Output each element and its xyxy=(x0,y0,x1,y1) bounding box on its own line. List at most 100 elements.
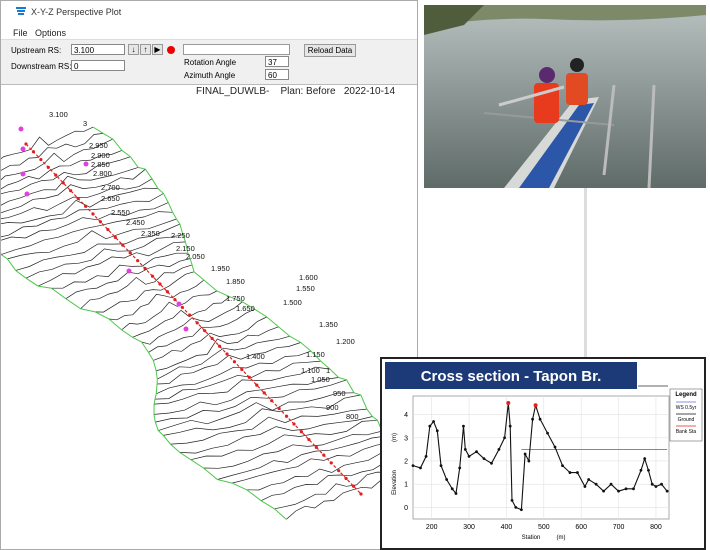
river-station-label: 1.750 xyxy=(226,294,245,303)
cross-section-line xyxy=(7,219,176,259)
ground-point xyxy=(451,487,454,490)
cross-section-line xyxy=(232,443,390,484)
ground-point xyxy=(625,487,628,490)
up-button[interactable]: ↑ xyxy=(140,44,151,55)
river-station-label: 2.800 xyxy=(93,169,112,178)
ground-point xyxy=(584,485,587,488)
menu-bar: File Options xyxy=(1,25,417,39)
ground-point xyxy=(647,469,650,472)
x-tick-label: 400 xyxy=(501,524,513,531)
y-tick-label: 2 xyxy=(404,458,408,465)
river-station-label: 1.500 xyxy=(283,298,302,307)
river-station-label: 1.050 xyxy=(311,375,330,384)
y-axis-unit: (m) xyxy=(392,433,398,442)
ground-point xyxy=(425,455,428,458)
upstream-select[interactable]: 3.100 xyxy=(71,44,125,55)
heading-part: Plan: Before xyxy=(280,86,335,97)
ground-point xyxy=(455,492,458,495)
menu-item[interactable]: Options xyxy=(35,28,66,38)
cross-section-line xyxy=(180,417,373,454)
toolbar: Upstream RS: 3.100 ↓ ↑ ▶ Downstream RS: … xyxy=(1,39,417,85)
reload-button[interactable]: Reload Data xyxy=(304,44,356,57)
x-tick-label: 700 xyxy=(613,524,625,531)
cross-section-line xyxy=(191,420,378,459)
marker xyxy=(19,127,24,132)
ground-point xyxy=(464,448,467,451)
field-label: Upstream RS: xyxy=(11,46,61,55)
marker xyxy=(184,327,189,332)
cross-section-line xyxy=(142,302,243,345)
ground-point xyxy=(428,425,431,428)
marker xyxy=(25,192,30,197)
ground-point xyxy=(666,490,669,493)
ground-point xyxy=(509,425,512,428)
ground-point xyxy=(440,464,443,467)
river-station-label: 2.900 xyxy=(91,151,110,160)
ground-point xyxy=(561,464,564,467)
slider[interactable] xyxy=(183,44,290,55)
x-tick-label: 200 xyxy=(426,524,438,531)
x-axis-label: Station xyxy=(522,535,541,541)
cross-section-line xyxy=(217,436,386,479)
ground-point xyxy=(546,432,549,435)
azimuth-input[interactable]: 60 xyxy=(265,69,289,80)
x-tick-label: 500 xyxy=(538,524,550,531)
ground-point xyxy=(524,453,527,456)
ground-point xyxy=(514,506,517,509)
x-tick-label: 800 xyxy=(650,524,662,531)
ground-point xyxy=(660,483,663,486)
plot-window: X-Y-Z Perspective Plot File Options Upst… xyxy=(0,0,418,550)
ground-point xyxy=(462,425,465,428)
cross-section-line xyxy=(261,462,395,501)
ground-point xyxy=(511,499,514,502)
y-tick-label: 3 xyxy=(404,435,408,442)
cross-section-line xyxy=(171,409,367,444)
legend-label: Bank Sta xyxy=(676,429,697,435)
x-tick-label: 300 xyxy=(463,524,475,531)
x-tick-label: 600 xyxy=(575,524,587,531)
river-station-label: 800 xyxy=(346,412,359,421)
river-station-label: 2.700 xyxy=(101,183,120,192)
river-station-label: 2.050 xyxy=(186,252,205,261)
ground-point xyxy=(602,490,605,493)
river-station-label: 1.200 xyxy=(336,337,355,346)
bank-outline xyxy=(93,127,400,478)
ground-point xyxy=(527,460,530,463)
cross-section-line xyxy=(66,259,190,299)
river-station-label: 1.650 xyxy=(236,304,255,313)
river-station-label: 3.100 xyxy=(49,110,68,119)
cross-section-line xyxy=(38,242,185,286)
ground-point xyxy=(640,469,643,472)
ground-point xyxy=(498,448,501,451)
record-button[interactable] xyxy=(167,46,175,54)
river-station-label: 2.350 xyxy=(141,229,160,238)
cross-section-line xyxy=(155,380,346,422)
cross-section-line xyxy=(81,265,193,309)
river-station-label: 1.350 xyxy=(319,320,338,329)
river-station-label: 1.100 xyxy=(301,366,320,375)
legend-label: WS 0.5yr xyxy=(676,405,697,411)
river-station-label: 2.950 xyxy=(89,141,108,150)
legend-title: Legend xyxy=(675,392,697,398)
ground-point xyxy=(412,464,415,467)
ground-point xyxy=(503,436,506,439)
ground-point xyxy=(655,485,658,488)
river-station-label: 2.550 xyxy=(111,208,130,217)
downstream-select[interactable]: 0 xyxy=(71,60,125,71)
river-station-label: 2.450 xyxy=(126,218,145,227)
down-button[interactable]: ↓ xyxy=(128,44,139,55)
field-label: Rotation Angle xyxy=(184,58,236,67)
bank-station xyxy=(534,403,538,407)
menu-item[interactable]: File xyxy=(13,28,28,38)
marker xyxy=(21,147,26,152)
ground-point xyxy=(475,450,478,453)
y-tick-label: 4 xyxy=(404,412,408,419)
rotation-input[interactable]: 37 xyxy=(265,56,289,67)
chart-title: Cross section - Tapon Br. xyxy=(421,368,602,385)
heading-part: 2022-10-14 xyxy=(344,86,395,97)
background-line xyxy=(584,188,587,360)
cross-section-line xyxy=(156,351,311,394)
play-button[interactable]: ▶ xyxy=(152,44,163,55)
screenshot: X-Y-Z Perspective Plot File Options Upst… xyxy=(0,0,710,550)
river-station-label: 1.600 xyxy=(299,273,318,282)
